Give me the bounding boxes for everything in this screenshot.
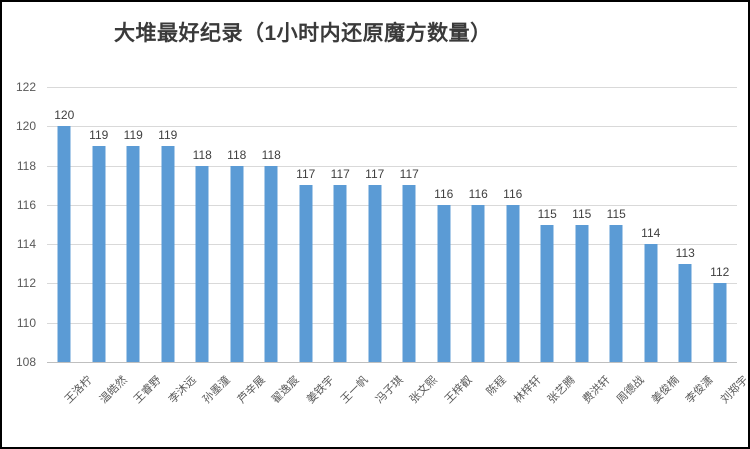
- y-tick-label: 122: [15, 80, 36, 94]
- bar-value-label: 115: [606, 206, 626, 221]
- gridline: [47, 87, 737, 88]
- bar-value-label: 118: [192, 147, 212, 162]
- bar: [230, 165, 244, 362]
- bar-column: 119: [151, 87, 186, 362]
- bar-value-label: 119: [89, 127, 109, 142]
- bar-column: 115: [565, 87, 600, 362]
- bar: [368, 185, 382, 362]
- bar-column: 114: [634, 87, 669, 362]
- gridline: [47, 204, 737, 206]
- bar-value-label: 119: [158, 127, 178, 142]
- bar-value-label: 118: [261, 147, 281, 162]
- y-tick-label: 108: [15, 355, 36, 369]
- bar-column: 118: [220, 87, 255, 362]
- gridline: [47, 244, 737, 246]
- plot-area: 120 119 119 119 118 118 118 117 117 117 117 116 116 1…: [47, 87, 737, 363]
- bar-value-label: 117: [365, 167, 385, 182]
- bar-column: 112: [703, 87, 738, 362]
- bar-column: 119: [82, 87, 117, 362]
- bar: [609, 224, 623, 362]
- bar: [575, 224, 589, 362]
- y-tick-label: 120: [15, 119, 36, 134]
- y-tick-label: 112: [16, 276, 36, 291]
- bar-column: 116: [496, 87, 531, 362]
- x-axis-labels: 王洛柠 温皓然 王睿野 李沐远 孙墨潼 芦辛展 翟逸宸 姜铁宇 王一帆 冯子琪 张文熙 王梓叡 陈程 林梓…: [47, 368, 748, 447]
- bar: [402, 185, 416, 362]
- y-axis-labels: 108 110 112 114 116 118 120 122: [2, 80, 40, 369]
- bar: [264, 165, 278, 362]
- bar-value-label: 120: [54, 108, 75, 123]
- bar-value-label: 116: [468, 186, 488, 201]
- bar-column: 115: [599, 87, 634, 362]
- bar-value-label: 113: [675, 245, 695, 260]
- gridline: [47, 126, 737, 128]
- bar-value-label: 115: [537, 206, 557, 221]
- chart-title: 大堆最好纪录（1小时内还原魔方数量）: [114, 22, 492, 45]
- bar-column: 113: [668, 87, 703, 362]
- bar-column: 118: [254, 87, 289, 362]
- bar: [506, 204, 520, 362]
- bar: [195, 165, 209, 362]
- bar: [540, 224, 554, 362]
- bar: [437, 204, 451, 362]
- gridline: [47, 283, 737, 285]
- bar-value-label: 117: [399, 167, 419, 182]
- bar: [471, 204, 485, 362]
- bar-column: 116: [427, 87, 462, 362]
- bar-value-label: 118: [227, 147, 247, 162]
- bar-column: 120: [47, 87, 82, 362]
- bar: [713, 283, 727, 362]
- bar-value-label: 112: [710, 265, 730, 280]
- y-tick-label: 110: [16, 315, 36, 330]
- y-tick-label: 116: [16, 197, 36, 212]
- bar-column: 117: [323, 87, 358, 362]
- bar-column: 117: [289, 87, 324, 362]
- bar: [299, 185, 313, 362]
- bar: [92, 145, 106, 362]
- bar-value-label: 116: [503, 186, 523, 201]
- bar: [126, 145, 140, 362]
- bar-value-label: 117: [330, 167, 350, 182]
- bar-column: 118: [185, 87, 220, 362]
- gridline: [47, 322, 737, 324]
- bar-column: 115: [530, 87, 565, 362]
- bar: [57, 126, 71, 362]
- bar-value-label: 114: [641, 226, 661, 241]
- bar-value-label: 116: [434, 186, 454, 201]
- bar-column: 117: [358, 87, 393, 362]
- bar: [644, 244, 658, 362]
- bar-value-label: 119: [123, 127, 143, 142]
- bar-value-label: 117: [296, 167, 316, 182]
- bar-column: 119: [116, 87, 151, 362]
- x-axis-line: [47, 362, 737, 363]
- bar-value-label: 115: [572, 206, 592, 221]
- bar: [161, 145, 175, 362]
- y-tick-label: 114: [16, 237, 36, 252]
- y-tick-label: 118: [16, 158, 36, 173]
- bar-series: 120 119 119 119 118 118 118 117 117 117 117 116 116 1…: [47, 87, 737, 362]
- bar: [678, 263, 692, 362]
- bar-column: 116: [461, 87, 496, 362]
- gridline: [47, 165, 737, 167]
- bar-column: 117: [392, 87, 427, 362]
- bar: [333, 185, 347, 362]
